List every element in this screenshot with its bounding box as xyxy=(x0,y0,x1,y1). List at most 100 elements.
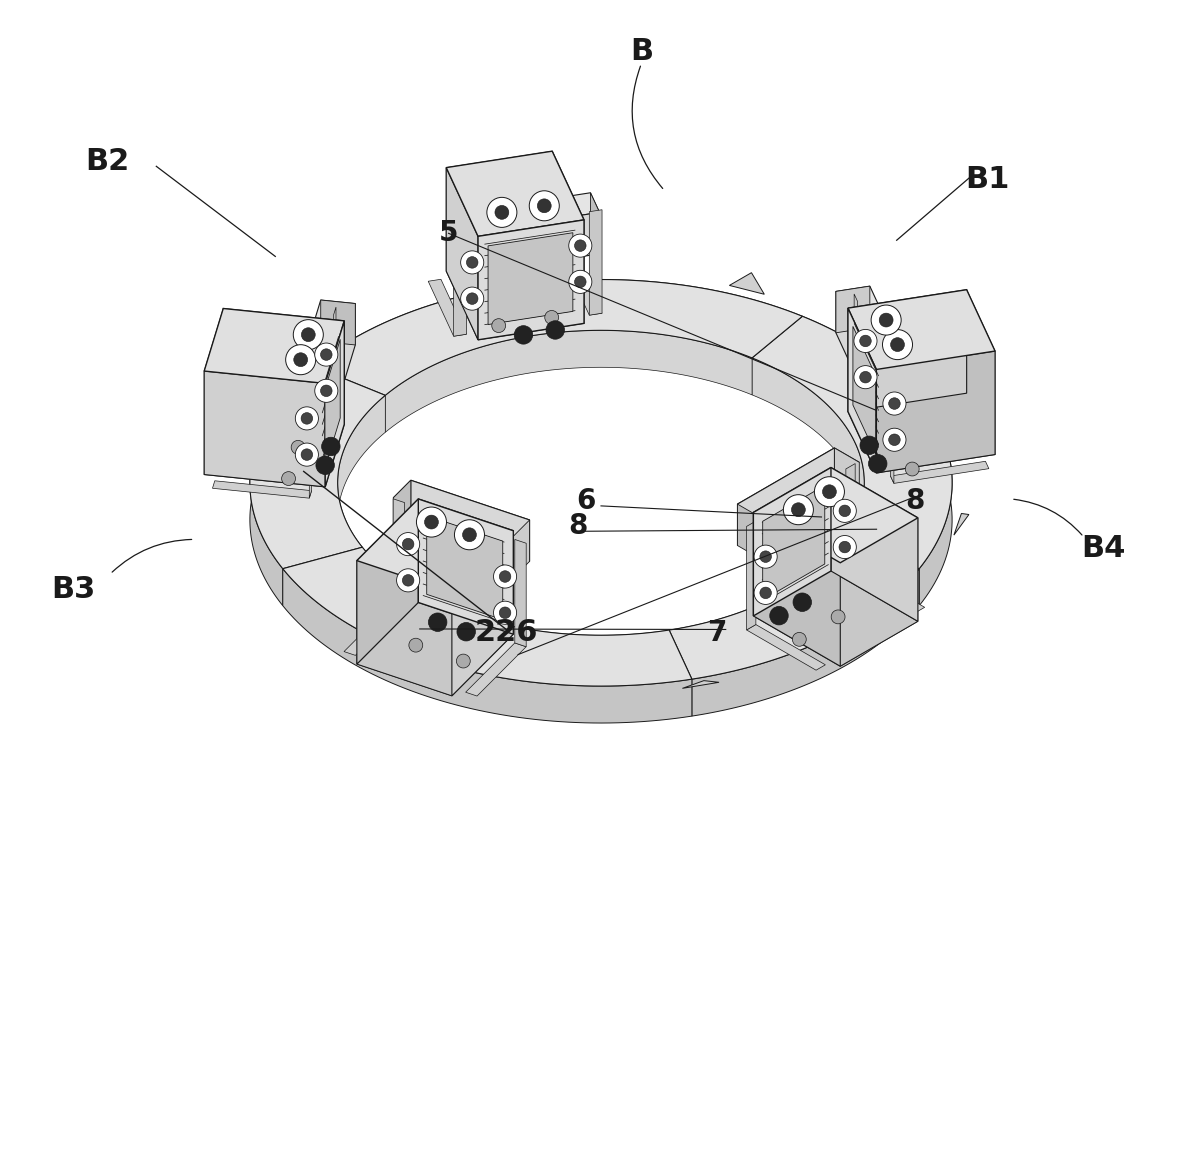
Text: 5: 5 xyxy=(439,219,458,247)
Circle shape xyxy=(769,606,789,625)
Polygon shape xyxy=(514,539,526,647)
Polygon shape xyxy=(314,280,803,403)
Polygon shape xyxy=(468,213,600,275)
Polygon shape xyxy=(297,300,356,382)
Circle shape xyxy=(302,328,315,342)
Polygon shape xyxy=(589,210,602,315)
Circle shape xyxy=(293,352,308,366)
Polygon shape xyxy=(393,480,530,537)
Circle shape xyxy=(293,320,323,350)
Circle shape xyxy=(281,471,296,485)
Polygon shape xyxy=(386,330,752,432)
Polygon shape xyxy=(746,625,826,670)
Polygon shape xyxy=(847,290,966,411)
Circle shape xyxy=(760,551,772,562)
Polygon shape xyxy=(478,219,584,340)
Polygon shape xyxy=(314,280,803,395)
Polygon shape xyxy=(237,401,337,418)
Polygon shape xyxy=(746,521,756,629)
Circle shape xyxy=(466,256,478,268)
Circle shape xyxy=(457,623,476,641)
Circle shape xyxy=(457,654,470,668)
Text: 7: 7 xyxy=(707,619,726,647)
Circle shape xyxy=(859,335,871,346)
Polygon shape xyxy=(738,448,834,545)
Circle shape xyxy=(822,485,837,499)
Polygon shape xyxy=(458,193,600,233)
Circle shape xyxy=(514,326,532,344)
Circle shape xyxy=(853,366,877,389)
Polygon shape xyxy=(453,231,466,336)
Circle shape xyxy=(428,613,447,632)
Polygon shape xyxy=(446,151,552,271)
Polygon shape xyxy=(730,273,764,295)
Text: 8: 8 xyxy=(569,512,588,539)
Circle shape xyxy=(321,349,332,360)
Circle shape xyxy=(793,593,811,611)
Circle shape xyxy=(891,337,904,351)
Text: B4: B4 xyxy=(1082,534,1125,564)
Polygon shape xyxy=(427,515,502,620)
Circle shape xyxy=(883,392,906,415)
Polygon shape xyxy=(855,382,952,405)
Circle shape xyxy=(879,313,893,327)
Polygon shape xyxy=(590,193,600,254)
Text: 226: 226 xyxy=(475,618,538,648)
Circle shape xyxy=(454,520,484,550)
Polygon shape xyxy=(754,571,918,666)
Polygon shape xyxy=(754,468,831,616)
Circle shape xyxy=(760,587,772,598)
Circle shape xyxy=(859,437,879,455)
Circle shape xyxy=(839,542,851,553)
Polygon shape xyxy=(847,290,995,370)
Polygon shape xyxy=(321,300,356,345)
Polygon shape xyxy=(752,358,864,584)
Circle shape xyxy=(888,397,900,409)
Circle shape xyxy=(315,379,338,402)
Circle shape xyxy=(403,574,413,586)
Polygon shape xyxy=(362,547,670,672)
Circle shape xyxy=(839,505,851,516)
Circle shape xyxy=(316,456,334,475)
Circle shape xyxy=(494,602,517,625)
Polygon shape xyxy=(418,499,513,634)
Polygon shape xyxy=(338,395,386,584)
Circle shape xyxy=(492,319,506,333)
Circle shape xyxy=(882,329,912,359)
Polygon shape xyxy=(446,167,478,340)
Polygon shape xyxy=(357,603,513,695)
Circle shape xyxy=(546,321,565,340)
Circle shape xyxy=(791,502,805,516)
Circle shape xyxy=(321,385,332,396)
Circle shape xyxy=(499,571,511,582)
Polygon shape xyxy=(853,327,875,454)
Polygon shape xyxy=(357,499,418,664)
Circle shape xyxy=(529,191,559,221)
Polygon shape xyxy=(891,373,894,484)
Polygon shape xyxy=(835,291,871,410)
Circle shape xyxy=(569,234,591,258)
Circle shape xyxy=(833,536,856,559)
Polygon shape xyxy=(282,568,692,723)
Circle shape xyxy=(463,528,476,542)
Polygon shape xyxy=(297,378,332,423)
Polygon shape xyxy=(224,308,344,424)
Circle shape xyxy=(424,515,439,529)
Polygon shape xyxy=(754,513,840,666)
Circle shape xyxy=(569,270,591,293)
Polygon shape xyxy=(954,514,969,535)
Circle shape xyxy=(575,276,587,288)
Polygon shape xyxy=(465,643,526,696)
Circle shape xyxy=(300,449,313,461)
Text: B: B xyxy=(630,37,653,67)
Polygon shape xyxy=(428,280,466,336)
Polygon shape xyxy=(835,286,870,333)
Circle shape xyxy=(296,444,319,467)
Polygon shape xyxy=(334,307,337,418)
Circle shape xyxy=(537,199,552,213)
Polygon shape xyxy=(446,254,584,340)
Polygon shape xyxy=(738,504,762,560)
Polygon shape xyxy=(871,363,905,410)
Polygon shape xyxy=(834,448,859,504)
Text: 8: 8 xyxy=(905,487,924,515)
